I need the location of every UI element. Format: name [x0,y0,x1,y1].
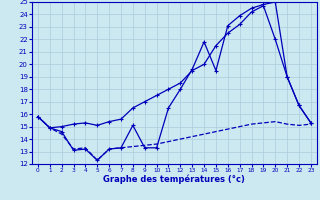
X-axis label: Graphe des températures (°c): Graphe des températures (°c) [103,175,245,184]
